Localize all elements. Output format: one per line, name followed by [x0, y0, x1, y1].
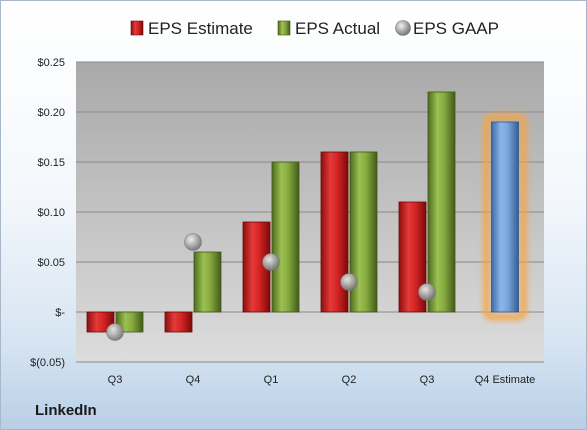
legend-label: EPS Actual	[295, 19, 380, 38]
eps-actual-bar	[271, 161, 300, 313]
eps-gaap-marker	[418, 283, 436, 301]
y-tick-label: $(0.05)	[30, 357, 65, 369]
legend-label: EPS Estimate	[148, 19, 253, 38]
x-tick-label: Q4	[186, 374, 201, 386]
eps-actual-bar	[193, 251, 222, 313]
y-axis-ticks: $(0.05) $- $0.05 $0.10 $0.15 $0.20 $0.25	[30, 57, 65, 369]
y-tick-label: $0.25	[37, 57, 65, 69]
x-tick-label: Q3	[108, 374, 123, 386]
y-tick-label: $0.15	[37, 157, 65, 169]
bars	[86, 91, 527, 333]
brand-label: LinkedIn	[35, 402, 97, 419]
x-tick-label: Q3	[420, 374, 435, 386]
eps-gaap-marker	[184, 233, 202, 251]
eps-actual-bar	[427, 91, 456, 313]
q4-estimate-bar	[491, 121, 519, 313]
y-tick-label: $0.05	[37, 257, 65, 269]
x-tick-label: Q2	[342, 374, 357, 386]
legend-swatch	[277, 20, 291, 36]
gridlines	[76, 61, 544, 363]
y-tick-label: $0.20	[37, 107, 65, 119]
eps-gaap-marker	[262, 253, 280, 271]
gaap-markers	[106, 233, 436, 341]
eps-gaap-marker	[340, 273, 358, 291]
legend-label: EPS GAAP	[413, 19, 499, 38]
eps-estimate-bar	[164, 311, 193, 333]
x-tick-label: Q4 Estimate	[475, 374, 536, 386]
estimate-glow	[483, 113, 527, 321]
x-tick-label: Q1	[264, 374, 279, 386]
eps-actual-bar	[115, 311, 144, 333]
y-tick-label: $-	[55, 307, 65, 319]
legend-swatch	[130, 20, 144, 36]
eps-gaap-marker	[106, 323, 124, 341]
eps-estimate-bar	[86, 311, 115, 333]
x-axis-ticks: Q3 Q4 Q1 Q2 Q3 Q4 Estimate	[108, 374, 536, 386]
y-tick-label: $0.10	[37, 207, 65, 219]
legend-swatch	[395, 20, 411, 36]
legend: EPS Estimate EPS Actual EPS GAAP	[130, 19, 499, 38]
